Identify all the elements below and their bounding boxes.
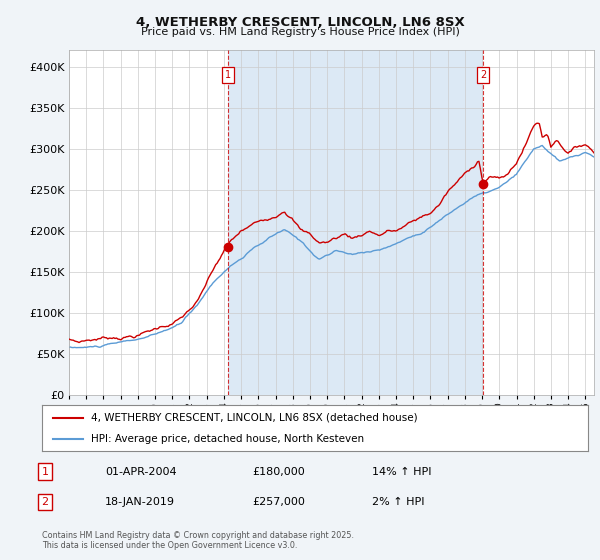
- Bar: [228, 50, 483, 395]
- Text: 4, WETHERBY CRESCENT, LINCOLN, LN6 8SX: 4, WETHERBY CRESCENT, LINCOLN, LN6 8SX: [136, 16, 464, 29]
- Text: 2: 2: [41, 497, 49, 507]
- Text: Price paid vs. HM Land Registry's House Price Index (HPI): Price paid vs. HM Land Registry's House …: [140, 27, 460, 37]
- Text: HPI: Average price, detached house, North Kesteven: HPI: Average price, detached house, Nort…: [91, 435, 364, 444]
- Text: 1: 1: [41, 466, 49, 477]
- Text: 4, WETHERBY CRESCENT, LINCOLN, LN6 8SX (detached house): 4, WETHERBY CRESCENT, LINCOLN, LN6 8SX (…: [91, 413, 418, 423]
- Text: 18-JAN-2019: 18-JAN-2019: [105, 497, 175, 507]
- Text: Contains HM Land Registry data © Crown copyright and database right 2025.
This d: Contains HM Land Registry data © Crown c…: [42, 531, 354, 550]
- Text: 2: 2: [480, 70, 486, 80]
- Text: 1: 1: [225, 70, 231, 80]
- Text: 14% ↑ HPI: 14% ↑ HPI: [372, 466, 431, 477]
- Text: £180,000: £180,000: [252, 466, 305, 477]
- Text: £257,000: £257,000: [252, 497, 305, 507]
- Text: 2% ↑ HPI: 2% ↑ HPI: [372, 497, 425, 507]
- Text: 01-APR-2004: 01-APR-2004: [105, 466, 176, 477]
